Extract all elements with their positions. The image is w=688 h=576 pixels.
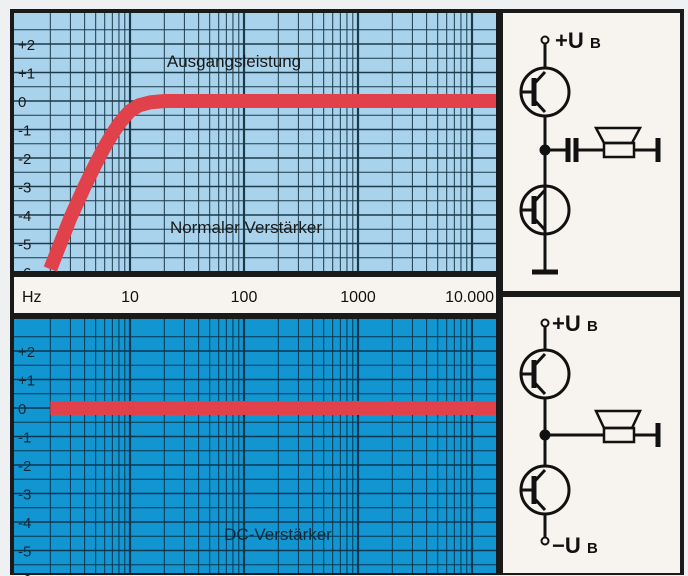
top-supply-subscript: B <box>590 35 601 52</box>
y-tick-label: -2 <box>18 458 31 475</box>
y-tick-label: -1 <box>18 123 31 140</box>
top-plot-grid <box>14 13 496 271</box>
y-tick-label: +2 <box>18 344 35 361</box>
y-tick-label: -1 <box>18 430 31 447</box>
y-tick-label: -6 <box>18 572 31 576</box>
top-supply-terminal <box>540 35 550 45</box>
bottom-circuit-panel: +U B −U B <box>503 297 680 573</box>
top-plot-label-lower: Normaler Verstärker <box>170 218 322 237</box>
coupling-capacitor-icon <box>565 138 579 162</box>
bottom-supply-pos-text: +U <box>552 311 581 336</box>
top-supply-label: +U B <box>555 28 601 53</box>
frequency-tick-label: 10.000 <box>445 289 494 306</box>
y-tick-label: -3 <box>18 180 31 197</box>
bottom-supply-neg-terminal <box>540 536 550 546</box>
bottom-supply-neg-subscript: B <box>587 540 598 557</box>
frequency-axis-unit: Hz <box>22 289 42 306</box>
top-circuit-background <box>503 13 680 291</box>
y-tick-label: +1 <box>18 373 35 390</box>
top-circuit-panel: +U B <box>503 13 680 291</box>
bottom-supply-neg-text: −U <box>552 533 581 558</box>
y-tick-label: -4 <box>18 515 31 532</box>
bottom-supply-pos-subscript: B <box>587 318 598 335</box>
y-tick-label: -5 <box>18 544 31 561</box>
y-tick-label: -3 <box>18 487 31 504</box>
bottom-supply-pos-terminal <box>540 318 550 328</box>
top-plot-label-upper: Ausgangsleistung <box>167 52 301 71</box>
y-tick-label: -2 <box>18 151 31 168</box>
y-tick-label: -4 <box>18 208 31 225</box>
bottom-plot-y-ticks: +2 +1 0 -1 -2 -3 -4 -5 -6 <box>18 344 35 576</box>
bottom-plot-label-lower: DC-Verstärker <box>224 525 332 544</box>
bottom-supply-labels: +U B −U B <box>552 311 598 558</box>
frequency-tick-label: 1000 <box>340 289 376 306</box>
bottom-plot-background <box>14 319 496 573</box>
top-supply-text: +U <box>555 28 584 53</box>
y-tick-label: -5 <box>18 237 31 254</box>
frequency-axis-background <box>14 277 496 313</box>
bottom-plot: +2 +1 0 -1 -2 -3 -4 -5 -6 DC-Verstärker <box>14 319 496 576</box>
y-tick-label: +1 <box>18 66 35 83</box>
frequency-axis: Hz 10 100 1000 10.000 <box>14 277 496 313</box>
y-tick-label: +2 <box>18 37 35 54</box>
top-plot-y-ticks: +2+10-1-2-3-4-5-6 <box>18 37 35 282</box>
frequency-axis-labels: 10 100 1000 10.000 <box>121 289 494 306</box>
top-plot-background <box>14 13 496 271</box>
top-plot-curve <box>43 94 496 272</box>
bottom-plot-grid <box>14 319 496 573</box>
top-plot: +2+10-1-2-3-4-5-6 Ausgangsleistung Norma… <box>14 13 496 282</box>
y-tick-label: 0 <box>18 94 26 111</box>
frequency-tick-label: 100 <box>231 289 258 306</box>
y-tick-label: 0 <box>18 401 26 418</box>
frequency-tick-label: 10 <box>121 289 139 306</box>
